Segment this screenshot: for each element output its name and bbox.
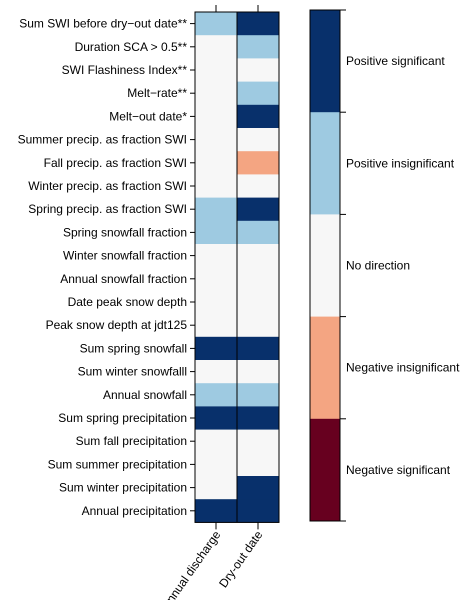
heatmap-cell: [195, 197, 237, 222]
legend-label: No direction: [346, 259, 410, 273]
heatmap-cell: [237, 429, 279, 454]
heatmap-cell: [237, 128, 279, 152]
heatmap-cell: [237, 35, 279, 59]
heatmap-cell: [195, 476, 237, 500]
legend-swatch: [310, 10, 340, 113]
heatmap-cell: [237, 58, 279, 82]
heatmap-cell: [237, 313, 279, 338]
heatmap-cell: [237, 406, 279, 430]
heatmap-cell: [195, 244, 237, 268]
row-label: Spring snowfall fraction: [63, 225, 187, 239]
legend-swatch: [310, 214, 340, 317]
heatmap-cell: [195, 499, 237, 523]
row-label: Summer precip. as fraction SWI: [18, 133, 187, 147]
heatmap-cell: [237, 476, 279, 500]
heatmap-cell: [195, 383, 237, 407]
heatmap-cell: [195, 81, 237, 106]
heatmap-cell: [237, 336, 279, 361]
legend-label: Negative significant: [346, 463, 451, 477]
heatmap-cell: [237, 244, 279, 268]
legend-frame: [309, 9, 341, 522]
row-label: Fall precip. as fraction SWI: [44, 156, 187, 170]
row-label: Spring precip. as fraction SWI: [28, 202, 187, 216]
heatmap-cell: [237, 220, 279, 245]
row-label: Sum fall precipitation: [76, 434, 187, 448]
column-label: Dry-out date: [216, 528, 266, 590]
row-label: Winter precip. as fraction SWI: [28, 179, 187, 193]
heatmap-cell: [195, 128, 237, 152]
heatmap-cell: [195, 151, 237, 175]
row-labels: Sum SWI before dry−out date** Duration SC…: [18, 17, 188, 518]
heatmap-cell: [195, 452, 237, 477]
legend-label: Positive insignificant: [346, 156, 455, 170]
heatmap-cell: [195, 429, 237, 454]
heatmap-cell: [237, 499, 279, 523]
legend-swatch: [310, 316, 340, 420]
heatmap-cell: [237, 360, 279, 384]
row-label: Annual precipitation: [82, 504, 187, 518]
row-label: Melt−rate**: [127, 86, 187, 100]
row-label: Melt−out date*: [109, 109, 187, 123]
heatmap-cell: [195, 58, 237, 82]
row-label: Sum SWI before dry−out date**: [19, 17, 187, 31]
row-label: SWI Flashiness Index**: [62, 63, 188, 77]
legend-label: Positive significant: [346, 54, 445, 68]
heatmap-cell: [195, 290, 237, 314]
row-label: Sum summer precipitation: [48, 457, 187, 471]
heatmap-cell: [237, 267, 279, 291]
heatmap-cell: [237, 81, 279, 106]
heatmap-cell: [237, 197, 279, 222]
heatmap-grid: [190, 5, 280, 530]
row-label: Winter snowfall fraction: [63, 249, 187, 263]
row-label: Sum winter snowfalll: [78, 365, 187, 379]
column-label: Annual discharge: [159, 528, 224, 600]
heatmap-cell: [237, 383, 279, 407]
row-label: Peak snow depth at jdt125: [46, 318, 188, 332]
heatmap-cell: [195, 174, 237, 198]
heatmap-cell: [237, 290, 279, 314]
row-label: Date peak snow depth: [68, 295, 187, 309]
legend-swatch: [310, 418, 340, 522]
row-label: Sum spring precipitation: [58, 411, 187, 425]
heatmap-cell: [195, 267, 237, 291]
heatmap-cell: [195, 360, 237, 384]
heatmap-cell: [195, 406, 237, 430]
heatmap-cell: [237, 174, 279, 198]
row-label: Sum spring snowfall: [80, 341, 187, 355]
heatmap-cell: [237, 104, 279, 129]
row-label: Sum winter precipitation: [59, 481, 187, 495]
heatmap-cell: [195, 35, 237, 59]
row-label: Duration SCA > 0.5**: [75, 40, 188, 54]
row-label: Annual snowfall fraction: [60, 272, 187, 286]
legend-swatch: [310, 112, 340, 215]
heatmap-cell: [237, 452, 279, 477]
heatmap-cell: [237, 12, 279, 36]
heatmap-cell: [195, 336, 237, 361]
legend: Positive significant Positive insignifica…: [309, 9, 460, 522]
heatmap-cell: [195, 12, 237, 36]
heatmap-cell: [195, 104, 237, 129]
legend-label: Negative insignificant: [346, 361, 460, 375]
heatmap-cell: [195, 313, 237, 338]
heatmap-cell: [195, 220, 237, 245]
heatmap-cell: [237, 151, 279, 175]
row-label: Annual snowfall: [103, 388, 187, 402]
heatmap-cells: [195, 12, 279, 523]
